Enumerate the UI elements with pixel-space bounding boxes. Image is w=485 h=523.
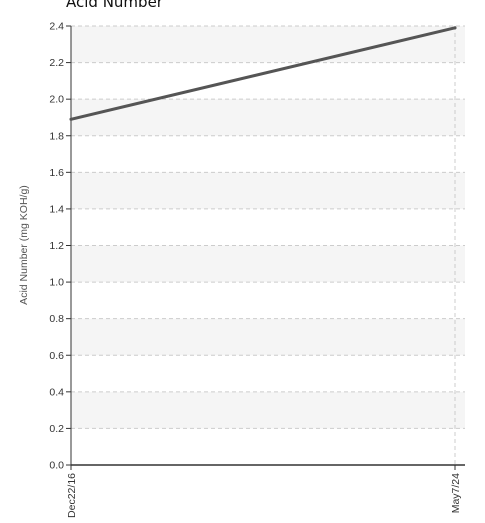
series-layer (69, 26, 457, 121)
plot-band (71, 26, 465, 63)
series-line (69, 26, 457, 121)
y-axis-title: Acid Number (mg KOH/g) (18, 185, 30, 305)
data-point (69, 117, 73, 121)
y-tick-label: 1.8 (49, 130, 64, 142)
plot-band (71, 172, 465, 209)
x-axis-ticks: Dec22/16 May7/24 (66, 465, 462, 518)
y-tick-label: 0.8 (49, 313, 64, 325)
chart-title: Acid Number (66, 0, 163, 11)
y-tick-label: 1.4 (49, 203, 64, 215)
grid-lines (70, 25, 465, 465)
x-tick-label: May7/24 (450, 473, 462, 513)
plot-band (71, 99, 465, 136)
y-tick-label: 0.4 (49, 386, 64, 398)
plot-band (71, 245, 465, 283)
y-tick-label: 1.6 (49, 167, 64, 179)
plot-band (71, 318, 465, 356)
y-axis-ticks: 0.0 0.2 0.4 0.6 0.8 1.0 1.2 1.4 1.6 1.8 2.0 2.2 2.4 (49, 21, 71, 472)
y-tick-label: 0.0 (49, 460, 64, 472)
plot-bands (71, 26, 465, 429)
y-tick-label: 1.2 (49, 240, 64, 252)
data-point (453, 26, 457, 30)
y-tick-label: 0.6 (49, 350, 64, 362)
y-tick-label: 0.2 (49, 423, 64, 435)
y-tick-label: 2.2 (49, 57, 64, 69)
y-tick-label: 1.0 (49, 277, 64, 289)
y-tick-label: 2.4 (49, 21, 64, 33)
y-tick-label: 2.0 (49, 94, 64, 106)
plot-band (71, 391, 465, 429)
x-tick-label: Dec22/16 (66, 473, 78, 518)
